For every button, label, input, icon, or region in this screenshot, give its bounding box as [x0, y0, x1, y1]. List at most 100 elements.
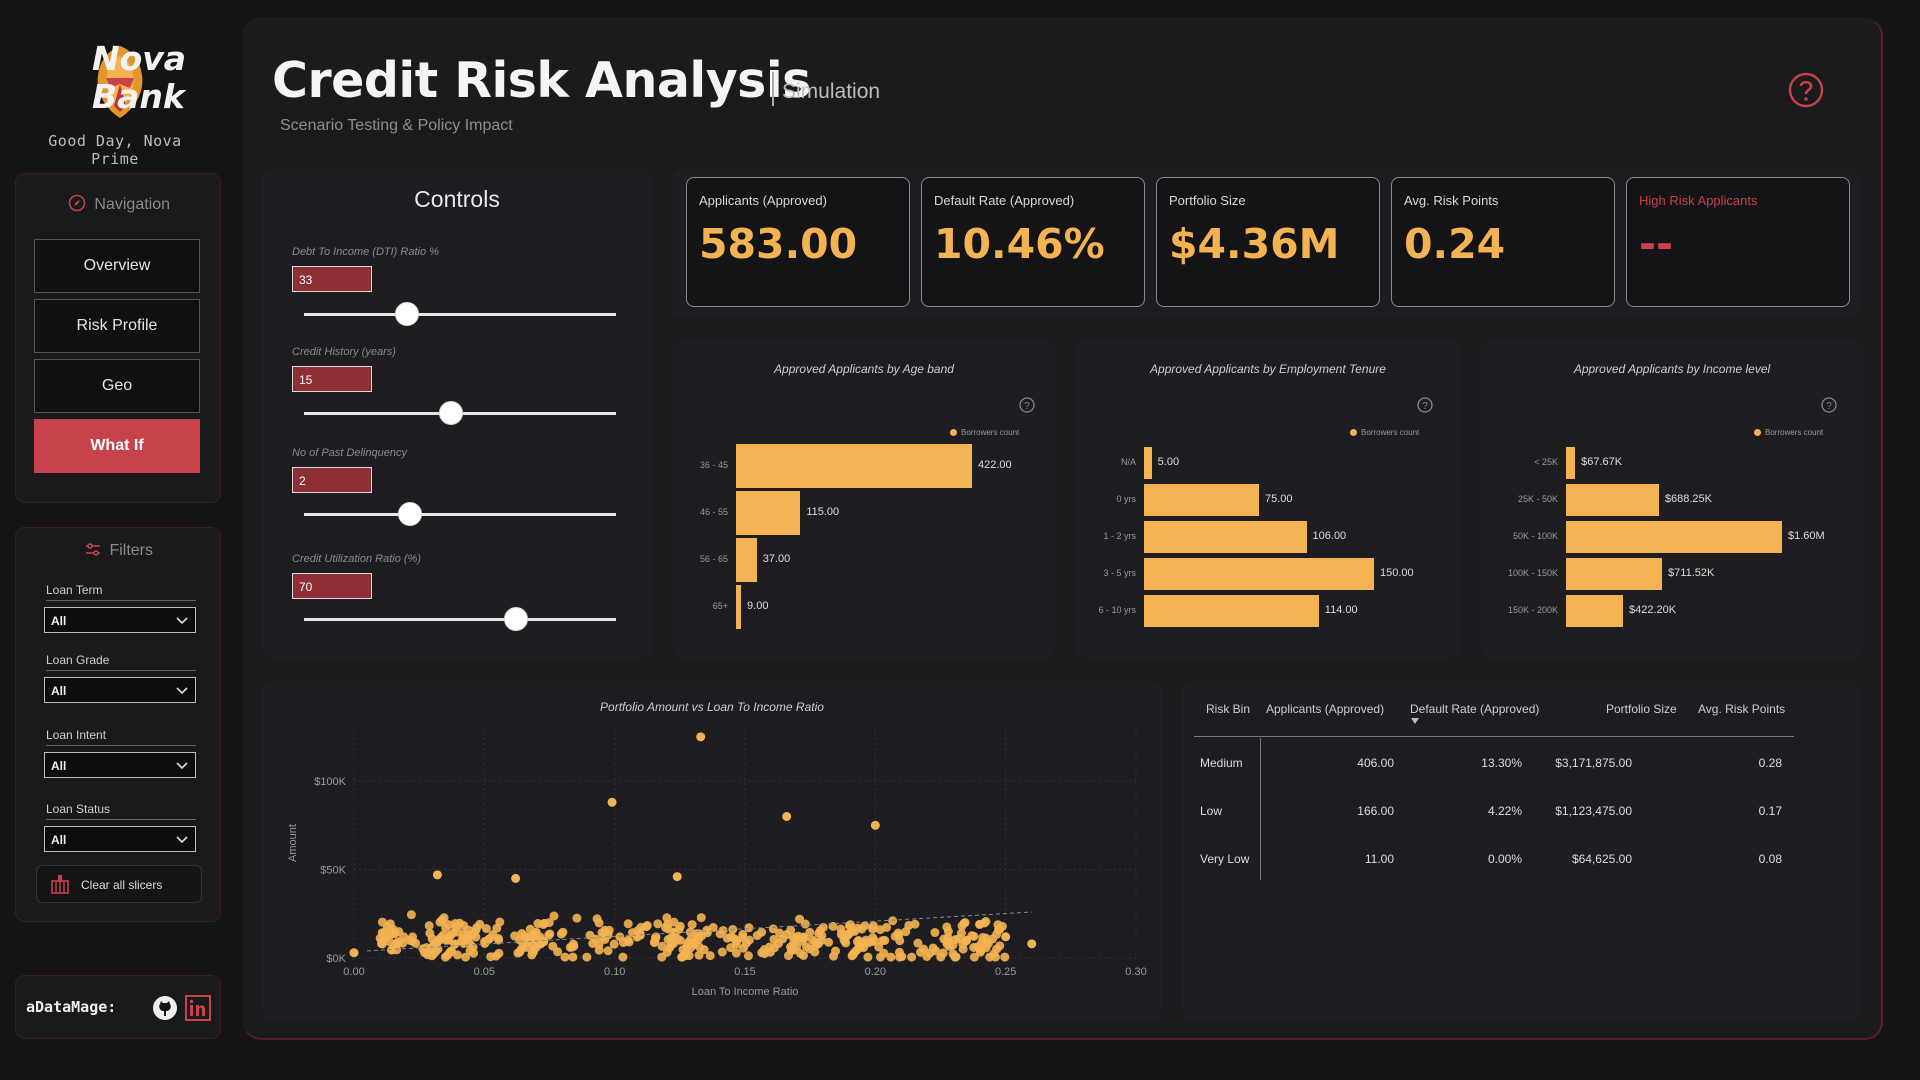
nav-geo-button[interactable]: Geo	[34, 359, 200, 413]
bar[interactable]	[736, 585, 742, 629]
scatter-point	[444, 920, 454, 930]
help-icon[interactable]: ?	[1416, 396, 1434, 414]
dti-ratio-slider-handle[interactable]	[394, 302, 419, 326]
scatter-point	[406, 910, 416, 920]
category-label: 25K - 50K	[1517, 494, 1558, 504]
category-label: N/A	[1120, 457, 1136, 467]
scatter-point	[582, 952, 592, 962]
credit-history-slider-handle[interactable]	[438, 401, 463, 425]
bar[interactable]	[1144, 484, 1259, 516]
bar-value-label: 75.00	[1265, 493, 1293, 505]
compass-icon	[68, 194, 86, 212]
bar[interactable]	[736, 538, 757, 582]
column-header-risk-bin[interactable]: Risk Bin	[1206, 702, 1251, 716]
scatter-point	[870, 820, 880, 830]
credit-utilization-input[interactable]: 70	[292, 573, 372, 599]
credit-utilization-slider-handle[interactable]	[504, 607, 529, 631]
scatter-point	[567, 942, 577, 952]
scatter-point	[948, 949, 958, 959]
bar[interactable]	[1566, 595, 1623, 627]
scatter-point	[800, 919, 810, 929]
cell-risk-bin: Medium	[1200, 756, 1243, 770]
title-divider	[772, 72, 774, 106]
scatter-point	[818, 922, 828, 932]
loan-term-select[interactable]: All	[44, 607, 196, 633]
past-delinquency-slider-track[interactable]	[304, 513, 616, 516]
column-header-applicants[interactable]: Applicants (Approved)	[1266, 702, 1385, 716]
past-delinquency-slider-handle[interactable]	[398, 502, 423, 526]
kpi-row: Applicants (Approved) 583.00 Default Rat…	[672, 168, 1860, 318]
scatter-point	[717, 947, 727, 957]
help-icon[interactable]	[1788, 72, 1824, 108]
nav-risk-profile-button[interactable]: Risk Profile	[34, 299, 200, 353]
loan-status-select[interactable]: All	[44, 826, 196, 852]
chevron-down-icon	[176, 836, 188, 844]
bar[interactable]	[736, 491, 801, 535]
scatter-point	[663, 919, 673, 929]
scatter-point	[618, 952, 628, 962]
bar[interactable]	[1144, 447, 1152, 479]
scatter-point	[956, 928, 966, 938]
scatter-point	[615, 932, 625, 942]
scatter-point	[427, 934, 437, 944]
bar[interactable]	[1566, 521, 1782, 553]
footer-panel: aDataMage:	[15, 975, 221, 1039]
nav-what-if-button[interactable]: What If	[34, 419, 200, 473]
x-tick-label: 0.30	[1125, 966, 1146, 978]
scatter-point	[682, 940, 692, 950]
help-icon[interactable]: ?	[1820, 396, 1838, 414]
bar[interactable]	[1144, 558, 1374, 590]
navigation-panel: Navigation Overview Risk Profile Geo Wha…	[15, 173, 221, 503]
scatter-point	[856, 941, 866, 951]
kpi-value: --	[1639, 220, 1674, 268]
scatter-point	[702, 925, 712, 935]
bar[interactable]	[1566, 558, 1663, 590]
github-icon[interactable]	[152, 995, 178, 1021]
dti-ratio-slider-track[interactable]	[304, 313, 616, 316]
scatter-point	[1000, 952, 1010, 962]
bar[interactable]	[736, 444, 972, 488]
column-header-portfolio-size[interactable]: Portfolio Size	[1606, 702, 1677, 716]
clear-slicers-button[interactable]: Clear all slicers	[36, 865, 202, 903]
scatter-point	[649, 938, 659, 948]
credit-history-input[interactable]: 15	[292, 366, 372, 392]
bar[interactable]	[1566, 447, 1576, 479]
column-header-avg-risk-points[interactable]: Avg. Risk Points	[1698, 702, 1786, 716]
sort-desc-icon[interactable]	[1411, 718, 1419, 724]
help-icon[interactable]: ?	[1018, 396, 1036, 414]
bar[interactable]	[1144, 595, 1319, 627]
loan-intent-select[interactable]: All	[44, 752, 196, 778]
loan-grade-select[interactable]: All	[44, 677, 196, 703]
scatter-point	[603, 946, 613, 956]
scatter-point	[471, 932, 481, 942]
bar[interactable]	[1566, 484, 1659, 516]
bar-value-label: 5.00	[1157, 456, 1180, 468]
scatter-point	[681, 950, 691, 960]
past-delinquency-input[interactable]: 2	[292, 467, 372, 493]
scatter-point	[447, 946, 457, 956]
bar-value-label: $688.25K	[1664, 493, 1713, 505]
credit-history-label: Credit History (years)	[292, 346, 396, 358]
cell-applicants: 406.00	[1357, 756, 1394, 770]
clear-slicers-label: Clear all slicers	[81, 878, 163, 892]
kpi-label: High Risk Applicants	[1639, 193, 1758, 208]
column-header-default-rate[interactable]: Default Rate (Approved)	[1410, 702, 1540, 716]
x-tick-label: 0.00	[343, 966, 364, 978]
credit-utilization-slider-track[interactable]	[304, 618, 616, 621]
scatter-point	[817, 931, 827, 941]
dti-ratio-input[interactable]: 33	[292, 266, 372, 292]
past-delinquency-label: No of Past Delinquency	[292, 447, 407, 459]
bar[interactable]	[1144, 521, 1307, 553]
scatter-point	[897, 952, 907, 962]
scatter-point	[848, 950, 858, 960]
scatter-point	[560, 952, 570, 962]
scatter-point	[662, 913, 672, 923]
cell-avg-risk-points: 0.08	[1758, 852, 1782, 866]
risk-bin-table: Risk Bin Applicants (Approved) Default R…	[1182, 680, 1860, 1020]
scatter-point	[731, 948, 741, 958]
scatter-point	[458, 933, 468, 943]
scatter-point	[907, 952, 917, 962]
linkedin-icon[interactable]	[185, 995, 211, 1021]
nav-overview-button[interactable]: Overview	[34, 239, 200, 293]
kpi-label: Default Rate (Approved)	[934, 193, 1075, 208]
